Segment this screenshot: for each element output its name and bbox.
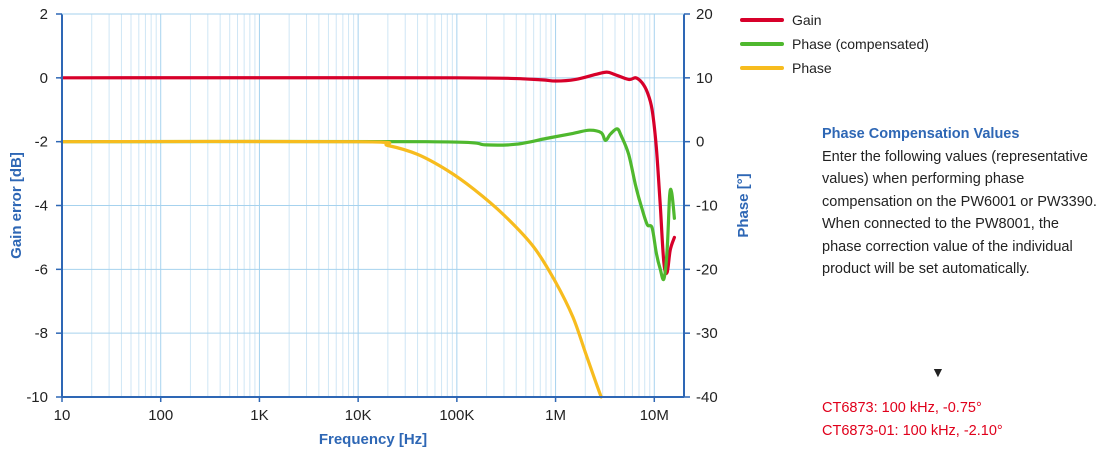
- legend-label: Phase (compensated): [792, 36, 929, 52]
- y-left-tick-label: -6: [35, 261, 48, 278]
- x-tick-label: 1M: [545, 407, 566, 424]
- value-ct6873-01: CT6873-01: 100 kHz, -2.10°: [822, 423, 1003, 439]
- x-axis-title: Frequency [Hz]: [319, 431, 427, 448]
- series-line-phase: [60, 139, 603, 399]
- y-left-tick-label: -8: [35, 325, 48, 342]
- x-tick-label: 10M: [640, 407, 669, 424]
- compensation-values: CT6873: 100 kHz, -0.75° CT6873-01: 100 k…: [822, 397, 1003, 443]
- y-left-tick-label: -2: [35, 134, 48, 151]
- phase-compensation-info: Phase Compensation Values Enter the foll…: [822, 123, 1102, 281]
- y-left-tick-label: 2: [40, 6, 48, 23]
- legend-swatch-phase-compensated: [740, 42, 784, 46]
- legend-swatch-gain: [740, 18, 784, 22]
- x-tick-label: 100: [148, 407, 173, 424]
- y-right-tick-label: -20: [696, 261, 718, 278]
- down-arrow-icon: ▼: [931, 364, 945, 380]
- y-right-tick-label: 20: [696, 6, 713, 23]
- x-tick-label: 100K: [439, 407, 474, 424]
- y-right-tick-label: 10: [696, 70, 713, 87]
- y-right-tick-label: -10: [696, 198, 718, 215]
- x-tick-label: 1K: [250, 407, 268, 424]
- y-left-tick-label: 0: [40, 70, 48, 87]
- info-title: Phase Compensation Values: [822, 126, 1020, 142]
- legend-label: Gain: [792, 12, 822, 28]
- x-tick-label: 10K: [345, 407, 372, 424]
- y-axis-left-title: Gain error [dB]: [8, 152, 25, 259]
- legend-item-phase-compensated: Phase (compensated): [740, 32, 929, 56]
- legend-label: Phase: [792, 60, 832, 76]
- y-axis-right-title: Phase [°]: [735, 173, 752, 237]
- y-right-tick-label: -40: [696, 389, 718, 406]
- legend-item-phase: Phase: [740, 56, 929, 80]
- value-ct6873: CT6873: 100 kHz, -0.75°: [822, 400, 982, 416]
- series-line-gain: [60, 70, 676, 276]
- legend: Gain Phase (compensated) Phase: [740, 8, 929, 80]
- y-right-tick-label: 0: [696, 134, 704, 151]
- y-right-tick-label: -30: [696, 325, 718, 342]
- legend-swatch-phase: [740, 66, 784, 70]
- legend-item-gain: Gain: [740, 8, 929, 32]
- series-line-phase-compensated: [60, 127, 676, 282]
- y-left-tick-label: -10: [26, 389, 48, 406]
- x-tick-label: 10: [54, 407, 71, 424]
- info-body: Enter the following values (representati…: [822, 148, 1097, 278]
- y-left-tick-label: -4: [35, 198, 48, 215]
